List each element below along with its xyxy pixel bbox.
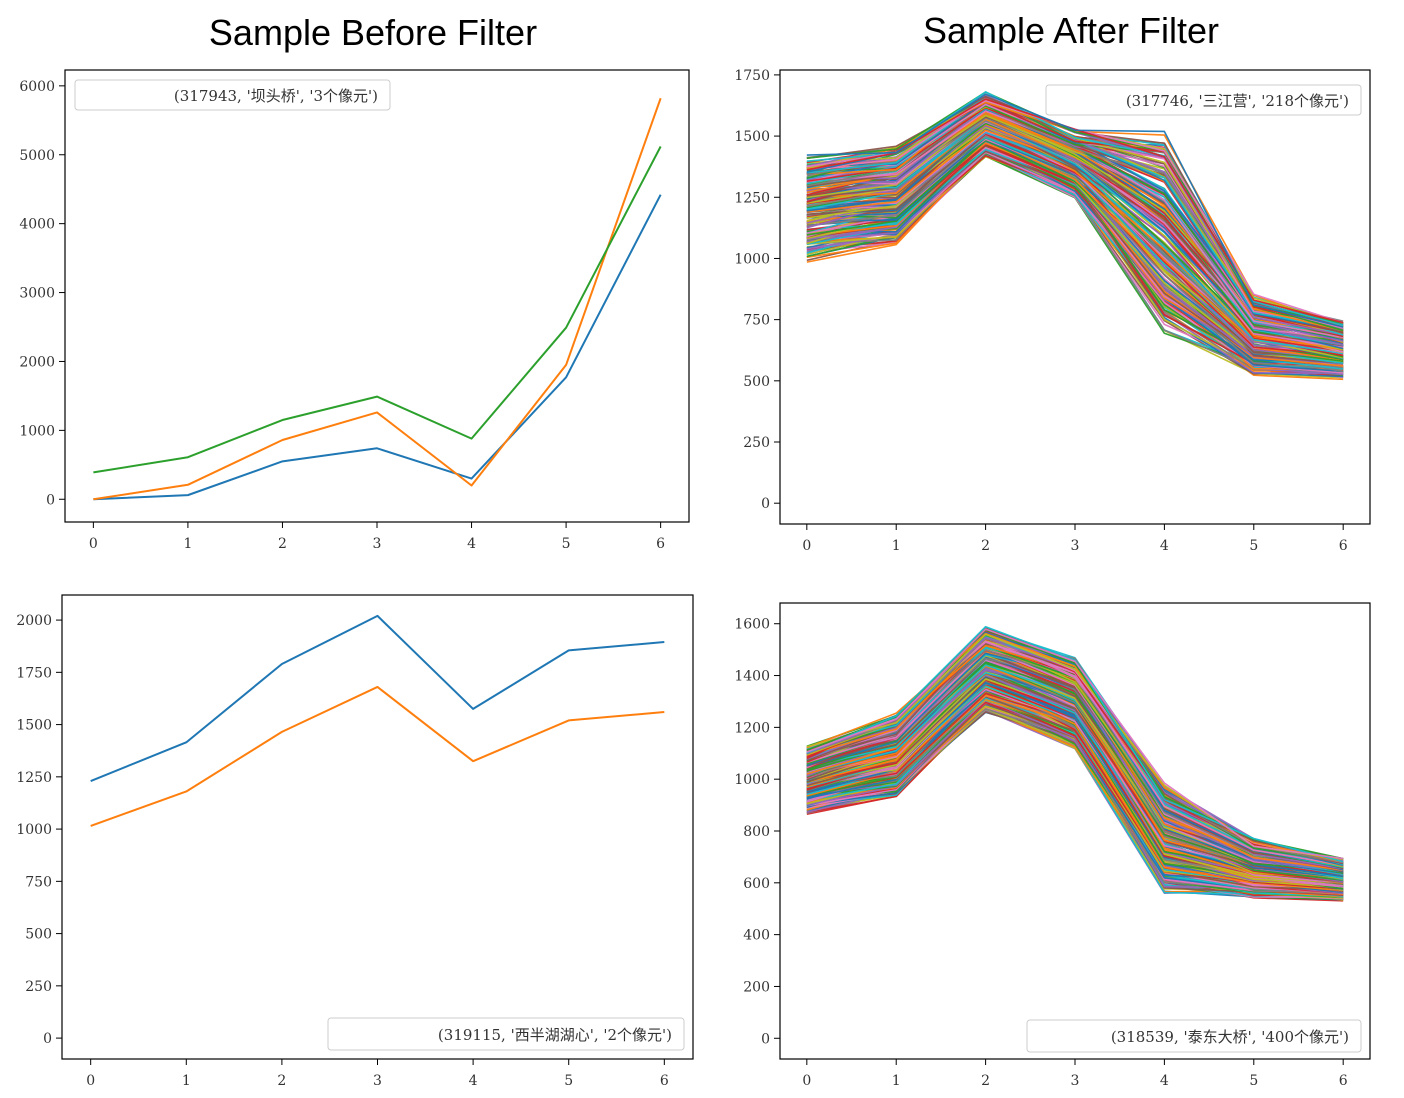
legend-box xyxy=(74,79,391,111)
y-tick-label: 400 xyxy=(743,928,770,944)
series-line xyxy=(806,632,1344,863)
series-group xyxy=(90,614,665,827)
legend-box xyxy=(1026,1019,1362,1053)
legend-text: (318539, '泰东大桥', '400个像元') xyxy=(1111,1028,1349,1046)
y-tick-label: 1250 xyxy=(16,770,52,786)
x-tick-label: 5 xyxy=(564,1073,573,1089)
x-tick-label: 3 xyxy=(373,1073,382,1089)
series-line xyxy=(93,194,662,501)
x-tick-label: 0 xyxy=(86,1073,95,1089)
x-tick-label: 4 xyxy=(1160,538,1169,554)
y-tick-label: 250 xyxy=(25,979,52,995)
y-tick-label: 1000 xyxy=(734,772,770,788)
axes-frame xyxy=(64,69,690,523)
x-tick-label: 5 xyxy=(562,536,571,552)
x-tick-label: 5 xyxy=(1249,1073,1258,1089)
x-tick-label: 0 xyxy=(802,538,811,554)
y-tick-label: 2000 xyxy=(16,613,52,629)
y-tick-label: 1500 xyxy=(16,718,52,734)
series-group xyxy=(806,91,1344,381)
x-tick-label: 1 xyxy=(182,1073,191,1089)
legend: (318539, '泰东大桥', '400个像元') xyxy=(1026,1019,1362,1053)
y-tick-label: 0 xyxy=(43,1031,52,1047)
y-tick-label: 1750 xyxy=(16,665,52,681)
series-line xyxy=(93,146,662,474)
y-tick-label: 800 xyxy=(743,824,770,840)
y-tick-label: 3000 xyxy=(19,286,55,302)
x-tick-label: 3 xyxy=(1071,538,1080,554)
series-line xyxy=(806,625,1344,863)
x-tick-label: 1 xyxy=(892,538,901,554)
legend-box xyxy=(327,1017,685,1051)
legend-text: (317746, '三江营', '218个像元') xyxy=(1126,92,1349,110)
series-line xyxy=(93,97,662,501)
x-tick-label: 2 xyxy=(981,538,990,554)
axes-frame xyxy=(61,594,694,1060)
x-tick-label: 6 xyxy=(1339,538,1348,554)
y-tick-label: 1250 xyxy=(734,190,770,206)
y-tick-label: 1750 xyxy=(734,68,770,84)
y-tick-label: 1600 xyxy=(734,617,770,633)
series-line xyxy=(806,628,1344,860)
y-tick-label: 0 xyxy=(46,492,55,508)
chart-top-right: 0 250 500 750 1000 1250 1500 1750 0 1 2 3 4 5 6 (317746… xyxy=(734,68,1371,554)
x-tick-label: 6 xyxy=(660,1073,669,1089)
x-tick-label: 0 xyxy=(802,1073,811,1089)
x-tick-label: 4 xyxy=(1160,1073,1169,1089)
y-tick-label: 500 xyxy=(25,927,52,943)
legend-box xyxy=(1045,84,1362,116)
y-tick-label: 1000 xyxy=(16,822,52,838)
x-tick-label: 5 xyxy=(1249,538,1258,554)
y-tick-label: 1400 xyxy=(734,669,770,685)
x-tick-label: 0 xyxy=(89,536,98,552)
series-group xyxy=(806,625,1344,902)
y-tick-label: 750 xyxy=(25,874,52,890)
y-tick-label: 750 xyxy=(743,313,770,329)
legend-text: (317943, '坝头桥', '3个像元') xyxy=(174,87,378,105)
legend-text: (319115, '西半湖湖心', '2个像元') xyxy=(438,1026,672,1044)
chart-top-left: 0 1000 2000 3000 4000 5000 6000 0 1 2 3 4 5 6 (317943,… xyxy=(19,69,690,552)
series-line xyxy=(806,143,1344,373)
y-tick-label: 5000 xyxy=(19,148,55,164)
chart-bottom-left: 0 250 500 750 1000 1250 1500 1750 2000 0 1 2 3 4 5 6 (31… xyxy=(16,594,694,1089)
x-tick-label: 4 xyxy=(467,536,476,552)
y-tick-label: 250 xyxy=(743,435,770,451)
x-tick-label: 4 xyxy=(469,1073,478,1089)
left-column-title: Sample Before Filter xyxy=(209,12,537,53)
x-tick-label: 6 xyxy=(656,536,665,552)
x-tick-label: 6 xyxy=(1339,1073,1348,1089)
legend: (317943, '坝头桥', '3个像元') xyxy=(74,79,391,111)
x-tick-label: 1 xyxy=(183,536,192,552)
series-line xyxy=(806,142,1344,364)
legend: (319115, '西半湖湖心', '2个像元') xyxy=(327,1017,685,1051)
x-tick-label: 2 xyxy=(277,1073,286,1089)
y-tick-label: 600 xyxy=(743,876,770,892)
legend: (317746, '三江营', '218个像元') xyxy=(1045,84,1362,116)
y-tick-label: 4000 xyxy=(19,217,55,233)
chart-bottom-right: 0 200 400 600 800 1000 1200 1400 1600 0 1 2 3 4 5 6 (318… xyxy=(734,602,1371,1089)
y-tick-label: 200 xyxy=(743,979,770,995)
y-tick-label: 0 xyxy=(761,496,770,512)
x-tick-label: 1 xyxy=(892,1073,901,1089)
right-column-title: Sample After Filter xyxy=(923,10,1219,51)
y-tick-label: 6000 xyxy=(19,79,55,95)
x-tick-label: 2 xyxy=(278,536,287,552)
y-tick-label: 1000 xyxy=(734,251,770,267)
y-tick-label: 2000 xyxy=(19,354,55,370)
y-tick-label: 1200 xyxy=(734,720,770,736)
y-tick-label: 1000 xyxy=(19,423,55,439)
y-tick-label: 0 xyxy=(761,1031,770,1047)
series-group xyxy=(93,97,662,501)
y-tick-label: 500 xyxy=(743,374,770,390)
series-line xyxy=(90,685,665,827)
series-line xyxy=(90,614,665,782)
x-tick-label: 3 xyxy=(373,536,382,552)
x-tick-label: 3 xyxy=(1071,1073,1080,1089)
y-tick-label: 1500 xyxy=(734,129,770,145)
x-tick-label: 2 xyxy=(981,1073,990,1089)
series-line xyxy=(806,93,1344,328)
